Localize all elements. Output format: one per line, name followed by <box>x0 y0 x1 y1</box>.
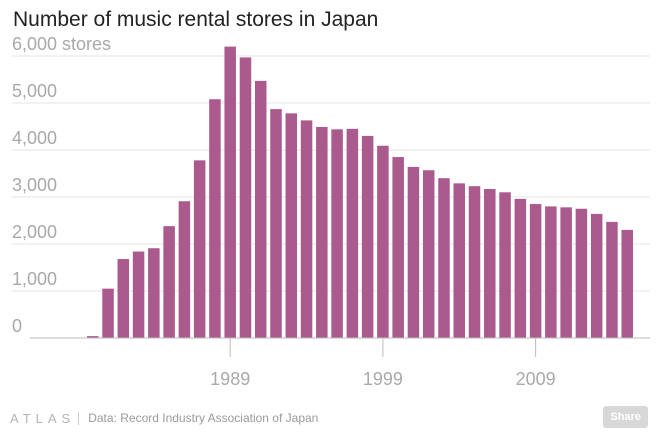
chart-title: Number of music rental stores in Japan <box>13 8 379 31</box>
bar-2010 <box>545 206 557 338</box>
bar-2001 <box>407 166 420 338</box>
bar-1990 <box>239 57 252 338</box>
bar-1980 <box>87 336 99 338</box>
bar-1992 <box>270 109 282 338</box>
bar-2006 <box>484 189 496 338</box>
bar-1986 <box>178 201 191 338</box>
bar-2007 <box>499 192 511 338</box>
bar-2002 <box>422 170 435 338</box>
atlas-logo: ATLAS <box>10 410 76 426</box>
share-button[interactable]: Share <box>603 406 648 428</box>
bar-1984 <box>148 248 160 338</box>
y-tick-label: 6,000 stores <box>12 34 111 54</box>
bar-1991 <box>254 80 267 338</box>
y-tick-label: 1,000 <box>12 269 57 289</box>
bar-1981 <box>102 288 114 338</box>
bar-1999 <box>377 145 389 338</box>
bar-1998 <box>361 135 374 338</box>
bar-1987 <box>193 160 206 338</box>
bar-1989 <box>224 46 236 338</box>
axes: 0 1,000 2,000 3,000 4,000 5,000 6,000 stores 19… <box>12 34 650 389</box>
bar-2014 <box>606 221 618 338</box>
y-tick-label: 4,000 <box>12 128 57 148</box>
bar-1995 <box>316 126 328 338</box>
gridlines <box>12 55 650 292</box>
footer-divider <box>78 411 80 425</box>
bar-1982 <box>117 259 130 338</box>
bar-1996 <box>331 129 343 338</box>
bar-2009 <box>529 204 542 338</box>
bar-1997 <box>346 128 359 338</box>
bar-2013 <box>590 213 603 338</box>
bar-2011 <box>560 207 572 338</box>
chart-footer: ATLAS Data: Record Industry Association … <box>10 408 318 428</box>
bar-1983 <box>132 251 145 338</box>
x-tick-label: 1999 <box>363 369 403 389</box>
bar-2005 <box>468 186 481 338</box>
y-tick-label: 2,000 <box>12 222 57 242</box>
bar-2015 <box>621 229 633 338</box>
y-tick-label: 3,000 <box>12 175 57 195</box>
bar-2004 <box>453 183 465 338</box>
x-tick-label: 1989 <box>210 369 250 389</box>
y-tick-label: 5,000 <box>12 81 57 101</box>
x-tick-label: 2009 <box>516 369 556 389</box>
bar-2008 <box>514 198 527 338</box>
source-note: Data: Record Industry Association of Jap… <box>88 411 319 425</box>
bar-1985 <box>163 226 175 338</box>
bar-2000 <box>392 157 404 338</box>
bar-2012 <box>575 208 588 338</box>
bar-1988 <box>209 99 221 339</box>
bars <box>87 46 633 339</box>
bar-1994 <box>300 120 313 338</box>
bar-1993 <box>285 113 298 338</box>
bar-2003 <box>438 178 450 338</box>
y-tick-label: 0 <box>12 316 22 336</box>
